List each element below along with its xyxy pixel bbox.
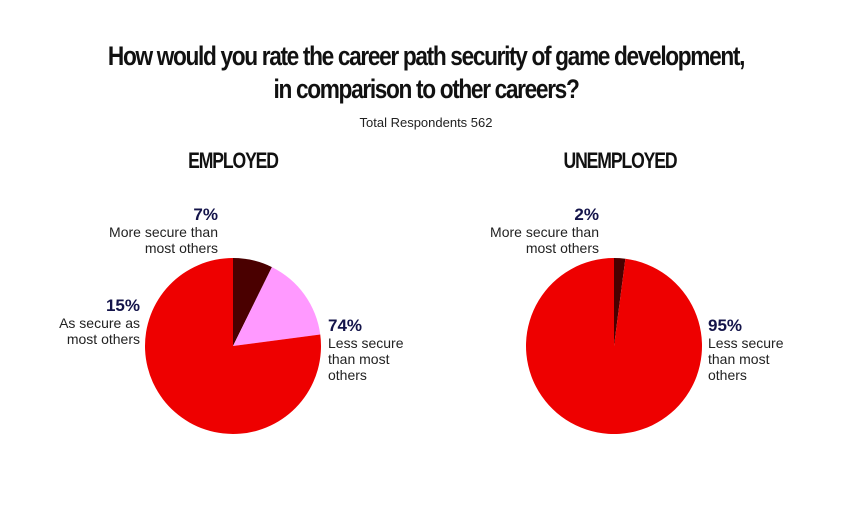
chart-subtitle: Total Respondents 562: [359, 115, 493, 130]
unemployed-label-more-secure-line2: most others: [525, 240, 599, 256]
employed-label-more-secure-line1: More secure than: [109, 224, 218, 240]
employed-slice-more-secure-than: [233, 258, 272, 346]
chart-title-line-1: How would you rate the career path secur…: [107, 41, 745, 71]
employed-label-less-secure-line3: others: [328, 367, 367, 383]
employed-pct-as-secure: 15%: [105, 296, 140, 315]
unemployed-pie: [525, 258, 702, 434]
employed-label-more-secure: 7% More secure than most others: [88, 205, 218, 256]
employed-pie-title: EMPLOYED: [188, 148, 279, 173]
unemployed-pct-more-secure: 2%: [574, 205, 599, 224]
employed-label-as-secure: 15% As secure as most others: [40, 296, 140, 347]
unemployed-slice-more-secure-than: [614, 258, 626, 346]
employed-label-less-secure: 74% Less secure than most others: [328, 316, 403, 383]
employed-label-more-secure-line2: most others: [144, 240, 218, 256]
unemployed-label-less-secure-line3: others: [708, 367, 747, 383]
unemployed-label-less-secure-line2: than most: [708, 351, 770, 367]
unemployed-slice-less-secure: [525, 258, 702, 434]
employed-pct-less-secure: 74%: [328, 316, 363, 335]
employed-slice-less-secure: [145, 258, 322, 434]
unemployed-label-more-secure-line1: More secure than: [490, 224, 599, 240]
employed-pie: [145, 258, 322, 434]
unemployed-label-less-secure-line1: Less secure: [708, 335, 784, 351]
employed-label-as-secure-line2: most others: [66, 331, 140, 347]
unemployed-pct-less-secure: 95%: [708, 316, 743, 335]
employed-label-less-secure-line1: Less secure: [328, 335, 404, 351]
employed-label-as-secure-line1: As secure as: [59, 315, 140, 331]
chart-title-line-2: in comparison to other careers?: [273, 74, 580, 104]
unemployed-label-less-secure: 95% Less secure than most others: [708, 316, 783, 383]
unemployed-label-more-secure: 2% More secure than most others: [469, 205, 599, 256]
unemployed-pie-title: UNEMPLOYED: [563, 148, 678, 173]
employed-slice-as-secure-as: [233, 267, 321, 346]
employed-label-less-secure-line2: than most: [328, 351, 390, 367]
employed-pct-more-secure: 7%: [193, 205, 218, 224]
